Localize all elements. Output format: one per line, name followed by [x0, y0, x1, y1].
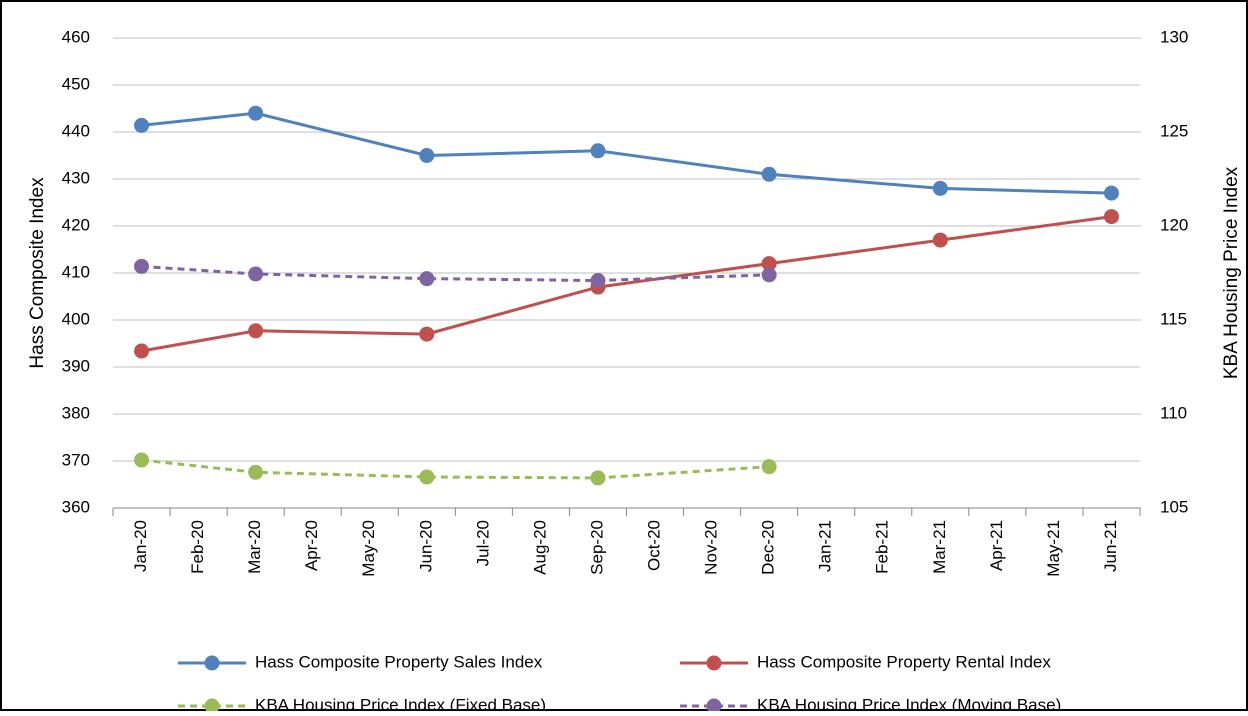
- y-axis-title: Hass Composite Index: [27, 177, 48, 369]
- legend-marker: [204, 698, 220, 714]
- x-tick-label: Feb-21: [873, 520, 892, 574]
- y-tick-label: 360: [62, 497, 90, 516]
- x-tick-label: Apr-21: [987, 520, 1006, 571]
- data-point: [761, 459, 777, 475]
- legend-marker: [706, 698, 722, 714]
- x-tick-label: Dec-20: [759, 520, 778, 575]
- y-tick-label: 390: [62, 356, 90, 375]
- legend-marker: [204, 655, 220, 671]
- data-point: [134, 452, 150, 468]
- data-point: [761, 166, 777, 182]
- data-point: [248, 323, 264, 339]
- y-tick-label: 450: [62, 74, 90, 93]
- legend-label: KBA Housing Price Index (Fixed Base): [255, 695, 546, 711]
- legend-label: Hass Composite Property Sales Index: [255, 652, 543, 671]
- x-tick-label: Mar-21: [930, 520, 949, 574]
- x-tick-label: Jan-20: [131, 520, 150, 572]
- series-line: [141, 264, 770, 283]
- y-tick-label: 460: [62, 27, 90, 46]
- x-tick-label: Sep-20: [587, 520, 606, 575]
- data-point: [590, 273, 606, 289]
- y-tick-label: 440: [62, 121, 90, 140]
- data-point: [248, 464, 264, 480]
- data-point: [1103, 185, 1119, 201]
- data-point: [134, 117, 150, 133]
- y-tick-label: 400: [62, 309, 90, 328]
- y-tick-label: 370: [62, 450, 90, 469]
- data-point: [590, 143, 606, 159]
- data-point: [419, 469, 435, 485]
- data-point: [419, 148, 435, 163]
- legend-label: Hass Composite Property Rental Index: [757, 652, 1051, 671]
- data-point: [134, 343, 150, 359]
- y2-tick-label: 130: [1160, 27, 1188, 46]
- data-point: [932, 232, 948, 248]
- y2-tick-label: 110: [1160, 403, 1187, 422]
- data-point: [932, 180, 948, 196]
- legend-marker: [706, 655, 722, 671]
- y-tick-label: 380: [62, 403, 90, 422]
- series-line: [141, 458, 770, 480]
- data-point: [419, 326, 435, 342]
- y-tick-label: 430: [62, 168, 90, 187]
- y2-tick-label: 125: [1160, 121, 1188, 140]
- x-tick-label: Aug-20: [530, 520, 549, 575]
- data-point: [761, 267, 777, 283]
- y2-tick-label: 120: [1160, 215, 1188, 234]
- x-tick-label: Jun-21: [1101, 520, 1120, 572]
- data-point: [590, 470, 606, 486]
- x-tick-label: Jun-20: [416, 520, 435, 572]
- x-tick-label: Feb-20: [188, 520, 207, 574]
- data-point: [761, 256, 777, 272]
- y-tick-label: 410: [62, 262, 90, 281]
- data-point: [248, 266, 264, 282]
- y2-axis-title: KBA Housing Price Index: [1221, 166, 1242, 379]
- x-tick-label: Mar-20: [245, 520, 264, 574]
- x-tick-label: Oct-20: [645, 520, 664, 571]
- x-tick-label: Nov-20: [702, 520, 721, 575]
- x-tick-label: Jan-21: [816, 520, 835, 572]
- y-tick-label: 420: [62, 215, 90, 234]
- x-tick-label: May-21: [1044, 520, 1063, 577]
- data-point: [1103, 209, 1119, 225]
- data-point: [134, 258, 150, 274]
- x-tick-label: May-20: [359, 520, 378, 577]
- data-point: [248, 105, 264, 121]
- legend-label: KBA Housing Price Index (Moving Base): [757, 695, 1061, 711]
- x-tick-label: Apr-20: [302, 520, 321, 571]
- data-point: [419, 271, 435, 287]
- y2-tick-label: 115: [1160, 309, 1187, 328]
- x-tick-label: Jul-20: [473, 520, 492, 566]
- y2-tick-label: 105: [1160, 497, 1188, 516]
